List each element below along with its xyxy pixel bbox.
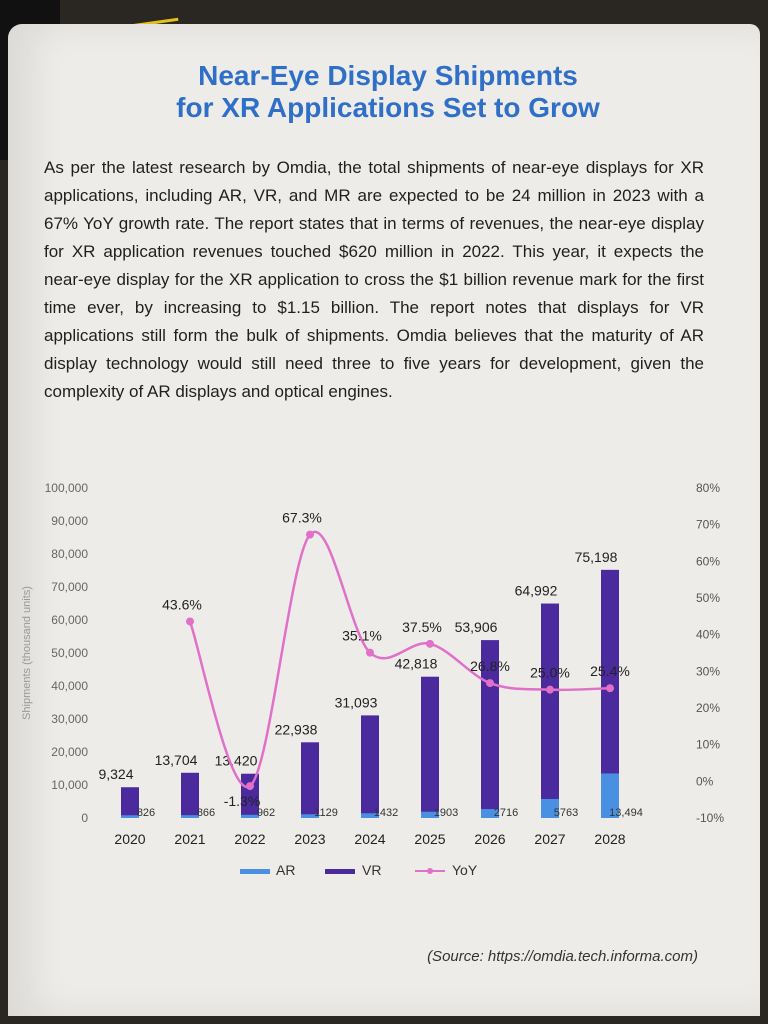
y-tick-label: 50,000 bbox=[51, 646, 88, 660]
yoy-value-label: 43.6% bbox=[162, 596, 202, 612]
legend-ar-label: AR bbox=[276, 862, 295, 878]
title-line-1: Near-Eye Display Shipments bbox=[198, 60, 578, 91]
yoy-value-label: 26.8% bbox=[470, 658, 510, 674]
y2-tick-label: 50% bbox=[696, 591, 720, 605]
legend-yoy-label: YoY bbox=[452, 862, 478, 878]
legend-ar-swatch bbox=[240, 869, 270, 874]
vr-value-label: 53,906 bbox=[455, 619, 498, 635]
y2-tick-label: 30% bbox=[696, 664, 720, 678]
y-tick-label: 70,000 bbox=[51, 580, 88, 594]
ar-bar bbox=[541, 798, 559, 818]
y-axis-label: Shipments (thousand units) bbox=[21, 586, 33, 720]
shipments-chart: Shipments (thousand units) 0 10,000 20,000 3… bbox=[0, 460, 760, 920]
yoy-point bbox=[306, 530, 314, 539]
magazine-page: Near-Eye Display Shipments for XR Applic… bbox=[8, 24, 760, 1016]
ar-bar bbox=[121, 815, 139, 818]
x-tick-label: 2023 bbox=[294, 831, 325, 847]
y2-tick-label: 0% bbox=[696, 774, 714, 788]
article-title: Near-Eye Display Shipments for XR Applic… bbox=[128, 60, 648, 124]
y-tick-label: 60,000 bbox=[51, 613, 88, 627]
vr-bar bbox=[541, 603, 559, 818]
vr-value-label: 42,818 bbox=[395, 656, 438, 672]
y2-tick-label: 10% bbox=[696, 738, 720, 752]
yoy-point bbox=[426, 639, 434, 648]
y2-tick-label: 40% bbox=[696, 628, 720, 642]
y2-tick-label: -10% bbox=[696, 811, 724, 825]
ar-value-label: 13,494 bbox=[609, 807, 643, 819]
yoy-value-label: 25.4% bbox=[590, 663, 630, 679]
y2-tick-label: 70% bbox=[696, 518, 720, 532]
ar-bar bbox=[181, 815, 199, 818]
legend-vr-swatch bbox=[325, 869, 355, 874]
x-tick-label: 2024 bbox=[354, 831, 385, 847]
article-body: As per the latest research by Omdia, the… bbox=[44, 158, 704, 401]
vr-value-label: 31,093 bbox=[335, 694, 378, 710]
yoy-point bbox=[246, 782, 254, 791]
yoy-value-label: 37.5% bbox=[402, 619, 442, 635]
ar-value-label: 2716 bbox=[494, 807, 518, 819]
ar-bar bbox=[601, 773, 619, 818]
y-tick-label: 80,000 bbox=[51, 547, 88, 561]
ar-value-label: 5763 bbox=[554, 807, 578, 819]
legend-vr-label: VR bbox=[362, 862, 381, 878]
y-tick-label: 0 bbox=[81, 811, 88, 825]
yoy-point bbox=[546, 685, 554, 694]
chart-svg: Shipments (thousand units) 0 10,000 20,000 3… bbox=[21, 481, 724, 878]
vr-bar bbox=[601, 569, 619, 818]
y-tick-label: 20,000 bbox=[51, 745, 88, 759]
y-tick-label: 10,000 bbox=[51, 778, 88, 792]
x-tick-label: 2021 bbox=[174, 831, 205, 847]
yoy-value-label: 35.1% bbox=[342, 628, 382, 644]
ar-bar bbox=[421, 811, 439, 818]
yoy-point bbox=[366, 648, 374, 657]
vr-bar bbox=[361, 715, 379, 818]
x-tick-label: 2027 bbox=[534, 831, 565, 847]
yoy-point bbox=[186, 617, 194, 626]
yoy-value-label: 25.0% bbox=[530, 665, 570, 681]
ar-value-label: 826 bbox=[137, 807, 155, 819]
vr-bar bbox=[241, 773, 259, 818]
yoy-value-label: -1.3% bbox=[224, 793, 261, 809]
y-tick-label: 100,000 bbox=[45, 481, 89, 495]
y-tick-label: 90,000 bbox=[51, 514, 88, 528]
ar-bar bbox=[361, 813, 379, 818]
x-tick-label: 2022 bbox=[234, 831, 265, 847]
legend-yoy-marker bbox=[427, 868, 433, 874]
title-line-2: for XR Applications Set to Grow bbox=[176, 92, 600, 123]
ar-value-label: 962 bbox=[257, 807, 275, 819]
yoy-point bbox=[486, 679, 494, 688]
ar-value-label: 866 bbox=[197, 807, 215, 819]
vr-value-label: 75,198 bbox=[575, 549, 618, 565]
y-tick-label: 30,000 bbox=[51, 712, 88, 726]
vr-value-label: 13,704 bbox=[155, 752, 198, 768]
y2-tick-label: 20% bbox=[696, 701, 720, 715]
x-tick-label: 2026 bbox=[474, 831, 505, 847]
vr-bar bbox=[301, 742, 319, 818]
x-tick-label: 2020 bbox=[114, 831, 145, 847]
yoy-point bbox=[606, 684, 614, 693]
x-tick-label: 2028 bbox=[594, 831, 625, 847]
x-tick-label: 2025 bbox=[414, 831, 445, 847]
ar-value-label: 1129 bbox=[314, 807, 338, 819]
ar-value-label: 1903 bbox=[434, 807, 458, 819]
vr-bar bbox=[181, 772, 199, 818]
vr-value-label: 9,324 bbox=[98, 766, 133, 782]
vr-value-label: 13,420 bbox=[215, 753, 258, 769]
vr-value-label: 64,992 bbox=[515, 583, 558, 599]
yoy-value-label: 67.3% bbox=[282, 510, 322, 526]
ar-bar bbox=[481, 809, 499, 818]
ar-bar bbox=[301, 814, 319, 818]
y-tick-label: 40,000 bbox=[51, 679, 88, 693]
vr-bar bbox=[421, 676, 439, 818]
vr-bar bbox=[121, 787, 139, 818]
vr-value-label: 22,938 bbox=[275, 721, 318, 737]
ar-bar bbox=[241, 814, 259, 818]
ar-value-label: 1432 bbox=[374, 807, 398, 819]
source-citation: (Source: https://omdia.tech.informa.com) bbox=[427, 948, 698, 965]
y2-tick-label: 80% bbox=[696, 481, 720, 495]
y2-tick-label: 60% bbox=[696, 554, 720, 568]
